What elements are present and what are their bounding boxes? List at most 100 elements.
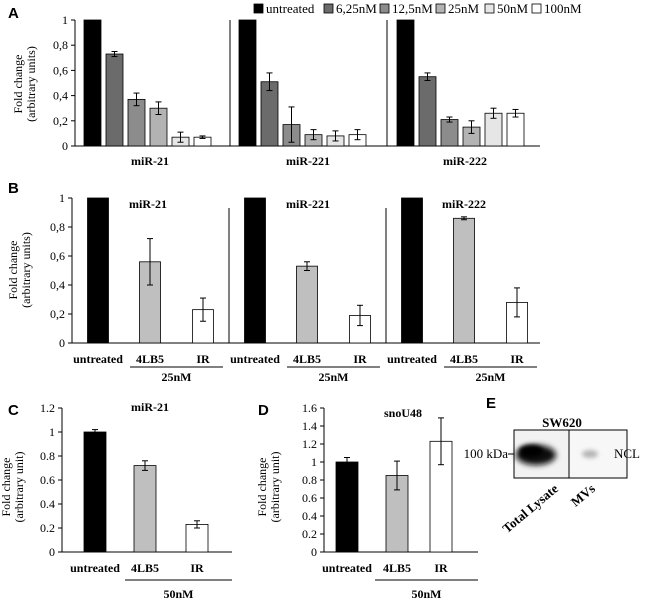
d-bar-untreated (335, 461, 359, 553)
panel-label-e: E (486, 395, 496, 412)
b-bracket-label: 25nM (476, 370, 506, 384)
legend-label-6-25nm: 6,25nM (336, 1, 377, 16)
b-ytick-label: 0 (59, 336, 65, 350)
b-ytick-label: 0,6 (50, 249, 65, 263)
legend-label-100nm: 100nM (544, 1, 582, 16)
b-bar-mir-221-4lb5 (296, 265, 318, 344)
b-ylabel-line2: (arbitrary units) (19, 232, 33, 308)
b-title-mir-21: miR-21 (129, 197, 167, 211)
a-ylabel-line1: Fold change (11, 55, 25, 114)
d-xtick-label-ir: IR (434, 561, 448, 575)
b-ytick-label: 0,4 (50, 278, 65, 292)
panel-label-a: A (8, 5, 19, 22)
d-ytick-label: 1.4 (302, 419, 317, 433)
b-title-mir-222: miR-222 (442, 197, 486, 211)
a-bar-mir-221-untreated (238, 19, 257, 147)
legend-swatch-6-25nm (323, 3, 334, 14)
legend-swatch-12-5nm (379, 3, 390, 14)
legend-swatch-untreated (253, 3, 264, 14)
chart-a: 0 0,2 0,4 0,6 0,8 1 miR-21 miR-221 miR-222 (53, 13, 540, 168)
blot-band-core (519, 445, 543, 457)
chart-c: 0 0.2 0.4 0.6 0.8 1 1.2 untreated 4LB5 IR 50nM (40, 401, 232, 601)
b-ytick-label: 0,8 (50, 220, 65, 234)
a-group-label-mir-21: miR-21 (131, 154, 169, 168)
b-bar-mir-221-untreated (244, 197, 266, 344)
a-ytick-label: 0,4 (53, 89, 68, 103)
legend-label-12-5nm: 12,5nM (392, 1, 433, 16)
a-ytick-label: 0,8 (53, 38, 68, 52)
a-ytick-label: 0,6 (53, 63, 68, 77)
c-xtick-label-4lb5: 4LB5 (131, 561, 159, 575)
a-bar-mir-222-100nm (506, 112, 525, 147)
d-ytick-label: 1.2 (302, 437, 317, 451)
d-ytick-label: 0.8 (302, 473, 317, 487)
c-bar-4lb5 (133, 465, 157, 553)
a-bar-mir-222-untreated (396, 19, 415, 147)
a-ytick-label: 0,2 (53, 114, 68, 128)
c-ytick-label: 0.6 (40, 473, 55, 487)
panel-label-c: C (8, 402, 19, 419)
c-bar-untreated (83, 431, 107, 553)
d-bracket-label: 50nM (412, 587, 442, 601)
b-xtick-label-ir: IR (353, 352, 367, 366)
c-title: miR-21 (131, 400, 169, 414)
b-xtick-label-untreated: untreated (230, 352, 280, 366)
a-group-label-mir-221: miR-221 (286, 154, 330, 168)
c-bar-ir (185, 524, 209, 553)
c-ylabel-line2: (arbitrary unit) (12, 452, 26, 523)
d-ytick-label: 1.6 (302, 401, 317, 415)
b-xtick-label-4lb5: 4LB5 (450, 352, 478, 366)
c-ytick-label: 0.4 (40, 497, 55, 511)
blot-band-mvs (582, 450, 598, 458)
a-group-label-mir-222: miR-222 (443, 154, 487, 168)
b-bar-mir-222-untreated (401, 197, 423, 344)
c-ytick-label: 0.8 (40, 449, 55, 463)
c-xtick-label-ir: IR (190, 561, 204, 575)
a-ytick-label: 0 (62, 139, 68, 153)
d-ytick-label: 0.2 (302, 527, 317, 541)
blot-lane-label-total-lysate: Total Lysate (499, 481, 561, 536)
d-ytick-label: 1 (311, 455, 317, 469)
d-ytick-label: 0.4 (302, 509, 317, 523)
b-bracket-label: 25nM (162, 370, 192, 384)
a-bar-mir-222-6-25nm (418, 76, 437, 147)
panel-label-d: D (258, 402, 269, 419)
a-ylabel-line2: (arbitrary units) (24, 46, 38, 122)
d-ytick-label: 0 (311, 545, 317, 559)
legend-label-50nm: 50nM (497, 1, 529, 16)
d-title: snoU48 (384, 406, 422, 420)
c-ytick-label: 0.2 (40, 521, 55, 535)
a-bar-mir-21-12-5nm (127, 98, 146, 147)
c-xtick-label-untreated: untreated (70, 561, 120, 575)
legend-swatch-25nm (435, 3, 446, 14)
b-bracket-label: 25nM (319, 370, 349, 384)
blot-lane-label-mvs: MVs (568, 481, 598, 510)
b-ytick-label: 0,2 (50, 307, 65, 321)
a-bar-mir-221-6-25nm (260, 81, 279, 147)
b-bar-mir-222-4lb5 (453, 217, 475, 344)
chart-d: 0 0.2 0.4 0.6 0.8 1 1.2 1.4 1.6 untreated 4LB5 IR 50… (302, 401, 478, 601)
a-bar-mir-21-untreated (83, 19, 102, 147)
a-bar-mir-21-6-25nm (105, 53, 124, 147)
b-xtick-label-4lb5: 4LB5 (136, 352, 164, 366)
b-xtick-label-untreated: untreated (387, 352, 437, 366)
c-ytick-label: 1.2 (40, 401, 55, 415)
d-xtick-label-untreated: untreated (322, 561, 372, 575)
legend: untreated 6,25nM 12,5nM 25nM 50nM 100nM (253, 1, 582, 16)
c-ylabel-line1: Fold change (0, 458, 13, 517)
b-xtick-label-ir: IR (510, 352, 524, 366)
d-ylabel-line2: (arbitrary unit) (268, 452, 282, 523)
western-blot: SW620 100 kDa NCL Total Lysate MVs (464, 415, 640, 536)
chart-b: 0 0,2 0,4 0,6 0,8 1 untreated 4LB5 IR 25nM untreat… (50, 191, 540, 384)
blot-title: SW620 (542, 415, 582, 430)
legend-label-untreated: untreated (266, 1, 315, 16)
blot-protein-label: NCL (614, 446, 640, 461)
a-bar-mir-222-12-5nm (440, 119, 459, 147)
b-ylabel-line1: Fold change (6, 241, 20, 300)
legend-swatch-100nm (531, 3, 542, 14)
blot-marker-label: 100 kDa (464, 446, 509, 461)
panel-label-b: B (8, 180, 19, 197)
b-title-mir-221: miR-221 (286, 197, 330, 211)
legend-swatch-50nm (484, 3, 495, 14)
